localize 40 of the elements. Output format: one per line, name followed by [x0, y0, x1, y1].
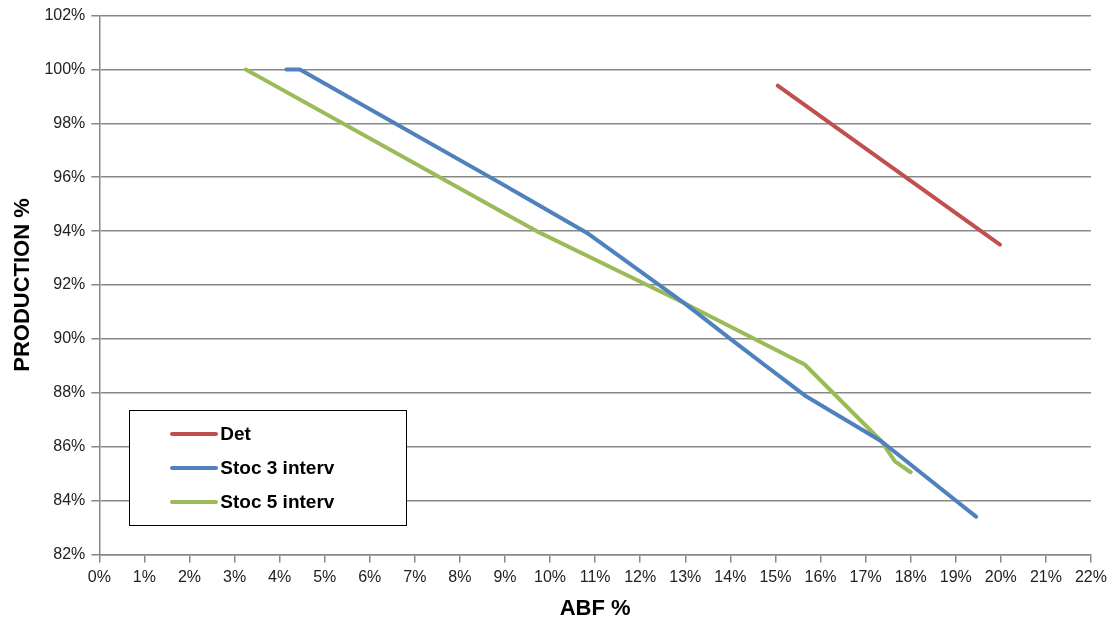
x-tick-label: 5%: [313, 568, 337, 586]
legend-box: Det Stoc 3 interv Stoc 5 interv: [129, 410, 408, 527]
x-tick-label: 18%: [894, 568, 927, 586]
y-tick-label: 88%: [53, 383, 86, 401]
y-tick-label: 100%: [44, 59, 86, 77]
x-tick-label: 3%: [222, 568, 247, 586]
x-tick-label: 0%: [87, 568, 111, 586]
legend-label: Det: [220, 423, 251, 446]
x-tick-label: 6%: [358, 568, 382, 586]
x-tick-label: 17%: [849, 568, 882, 586]
y-tick-label: 90%: [53, 329, 86, 347]
x-tick-label: 20%: [984, 568, 1017, 586]
y-axis-title: PRODUCTION %: [9, 198, 35, 372]
x-tick-label: 13%: [669, 568, 702, 586]
x-tick-label: 22%: [1074, 568, 1107, 586]
x-tick-label: 1%: [132, 568, 156, 586]
y-tick-label: 82%: [53, 544, 86, 562]
x-tick-label: 7%: [403, 568, 427, 586]
x-tick-label: 4%: [268, 568, 292, 586]
y-tick-label: 96%: [53, 167, 86, 185]
legend-label: Stoc 5 interv: [220, 491, 335, 514]
x-tick-label: 9%: [493, 568, 517, 586]
x-tick-label: 8%: [448, 568, 472, 586]
x-tick-label: 14%: [714, 568, 747, 586]
y-tick-label: 98%: [53, 113, 86, 131]
legend-label: Stoc 3 interv: [220, 457, 335, 480]
x-tick-label: 21%: [1029, 568, 1062, 586]
x-tick-label: 2%: [177, 568, 202, 586]
x-tick-label: 11%: [579, 568, 611, 586]
x-tick-label: 15%: [759, 568, 792, 586]
x-tick-label: 10%: [534, 568, 567, 586]
y-tick-label: 94%: [53, 221, 86, 239]
y-tick-label: 92%: [53, 275, 86, 293]
x-tick-label: 16%: [804, 568, 837, 586]
y-tick-label: 102%: [44, 6, 86, 24]
x-tick-label: 12%: [624, 568, 657, 586]
y-tick-label: 84%: [53, 490, 86, 508]
x-axis-title: ABF %: [559, 594, 631, 620]
x-tick-label: 19%: [939, 568, 972, 586]
y-tick-label: 86%: [53, 437, 86, 455]
